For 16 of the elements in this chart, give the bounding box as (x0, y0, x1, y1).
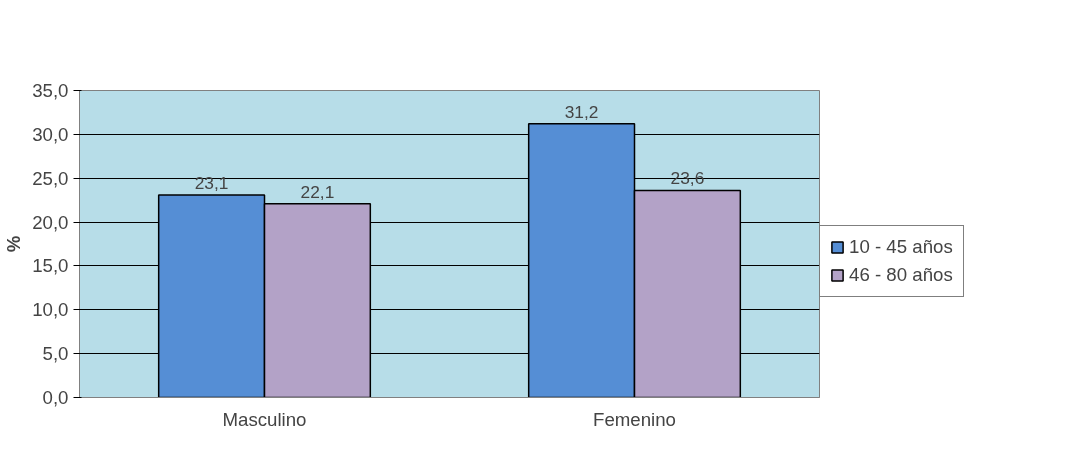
x-tick-label: Femenino (593, 408, 676, 430)
legend-label: 46 - 80 años (849, 264, 953, 286)
y-tick-label: 35,0 (32, 80, 69, 101)
data-label: 31,2 (564, 101, 599, 122)
legend-label: 10 - 45 años (849, 236, 953, 258)
y-tick-label: 20,0 (32, 211, 69, 233)
y-tick-label: 10,0 (32, 299, 69, 321)
data-label: 23,1 (194, 172, 229, 193)
y-tick-label: 15,0 (32, 255, 69, 277)
y-tick-label: 25,0 (32, 167, 69, 189)
y-tick-label: 0,0 (42, 387, 69, 408)
y-axis-title: % (3, 235, 25, 253)
x-tick-label: Masculino (222, 408, 307, 430)
y-tick-label: 30,0 (32, 123, 69, 145)
y-tick-label: 5,0 (42, 343, 69, 365)
data-label: 22,1 (300, 181, 335, 202)
